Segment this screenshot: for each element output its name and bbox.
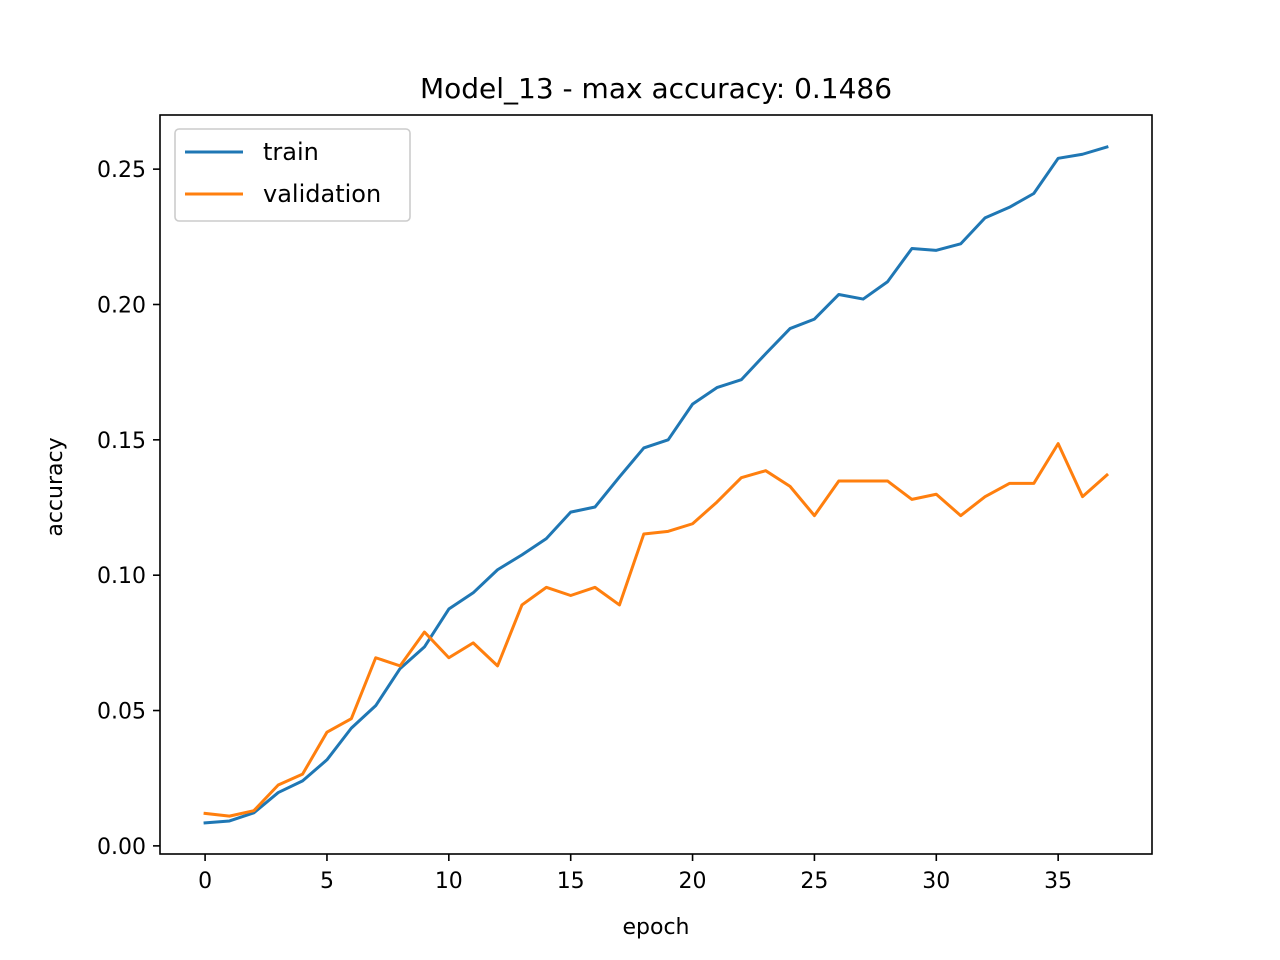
y-tick-label: 0.05 — [97, 700, 146, 725]
y-tick-label: 0.10 — [97, 564, 146, 589]
series-layer — [203, 145, 1110, 825]
chart-title: Model_13 - max accuracy: 0.1486 — [420, 72, 892, 105]
legend-label-train: train — [263, 138, 319, 166]
y-tick-label: 0.15 — [97, 429, 146, 454]
y-tick-label: 0.20 — [97, 293, 146, 318]
x-tick-label: 15 — [557, 869, 585, 894]
legend-label-validation: validation — [263, 180, 381, 208]
x-tick-label: 35 — [1044, 869, 1072, 894]
y-axis-label: accuracy — [43, 437, 68, 536]
y-tick-label: 0.00 — [97, 835, 146, 860]
x-tick-label: 5 — [320, 869, 334, 894]
series-line-validation — [203, 442, 1110, 818]
plot-frame — [159, 114, 1153, 855]
series-line-train — [203, 145, 1109, 825]
x-tick-label: 20 — [679, 869, 707, 894]
x-tick-label: 0 — [198, 869, 212, 894]
x-tick-label: 25 — [800, 869, 828, 894]
x-axis-ticks: 0 5 10 15 20 25 30 35 — [198, 854, 1072, 894]
y-axis-ticks: 0.00 0.05 0.10 0.15 0.20 0.25 — [97, 158, 160, 860]
x-tick-label: 30 — [922, 869, 950, 894]
x-tick-label: 10 — [435, 869, 463, 894]
y-tick-label: 0.25 — [97, 158, 146, 183]
legend: train validation — [174, 128, 411, 222]
x-axis-label: epoch — [623, 915, 690, 940]
